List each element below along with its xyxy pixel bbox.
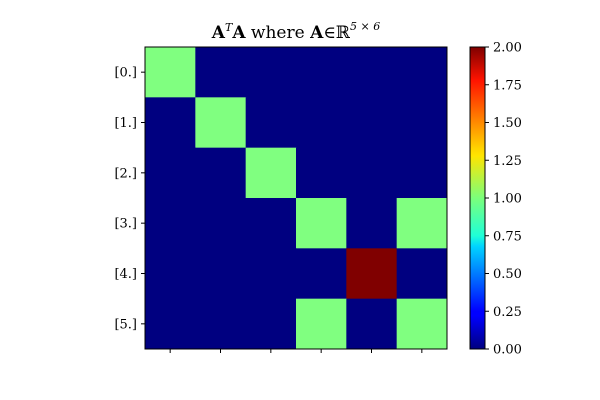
heatmap-cell-2-4 — [346, 147, 398, 199]
chart-title: ATA where A∈ℝ5 × 6 — [211, 20, 380, 43]
y-tick-label-5: [5.] — [114, 317, 137, 332]
y-axis-ticks: [0.] [1.] [2.] [3.] [4.] [5.] — [114, 66, 145, 332]
heatmap-cell-0-0 — [145, 47, 196, 98]
colorbar-tick-label-4: 1.00 — [493, 192, 522, 207]
heatmap-cell-4-0 — [145, 248, 196, 300]
heatmap — [145, 47, 448, 350]
heatmap-cell-4-5 — [396, 248, 448, 300]
heatmap-frame — [144, 46, 448, 350]
y-tick-label-1: [1.] — [114, 116, 137, 131]
colorbar-tick-label-7: 1.75 — [493, 78, 522, 93]
heatmap-cell-2-0 — [145, 147, 196, 199]
heatmap-cell-1-4 — [346, 97, 398, 149]
heatmap-cell-1-1 — [195, 97, 247, 149]
heatmap-cell-2-3 — [296, 147, 347, 199]
title-element-of: ∈ — [323, 23, 336, 43]
heatmap-cell-4-3 — [296, 248, 347, 300]
title-where: where — [246, 23, 311, 43]
heatmap-cell-2-5 — [396, 147, 448, 199]
heatmap-cell-3-3 — [296, 198, 347, 249]
colorbar-tick-label-3: 0.75 — [493, 229, 522, 244]
heatmap-cell-0-3 — [296, 47, 347, 98]
heatmap-cell-4-1 — [195, 248, 247, 300]
colorbar-tick-label-1: 0.25 — [493, 305, 522, 320]
heatmap-cell-3-1 — [195, 198, 247, 249]
colorbar-tick-label-8: 2.00 — [493, 41, 522, 56]
title-dims-sup: 5 × 6 — [350, 20, 380, 33]
heatmap-cell-0-4 — [346, 47, 398, 98]
heatmap-cell-4-2 — [245, 248, 297, 300]
heatmap-cell-3-4 — [346, 198, 398, 249]
heatmap-cell-0-2 — [245, 47, 297, 98]
title-matrix-a: A — [211, 23, 226, 43]
heatmap-cell-3-2 — [245, 198, 297, 249]
title-matrix-a-2: A — [231, 23, 246, 43]
colorbar-tick-label-2: 0.50 — [493, 267, 522, 282]
colorbar — [469, 46, 486, 350]
heatmap-cell-2-2 — [245, 147, 297, 199]
heatmap-cell-5-0 — [145, 298, 196, 350]
y-tick-label-3: [3.] — [114, 217, 137, 232]
heatmap-cell-3-0 — [145, 198, 196, 249]
heatmap-cell-5-3 — [296, 298, 347, 350]
heatmap-cell-5-1 — [195, 298, 247, 350]
title-transpose-sup: T — [225, 21, 234, 34]
x-axis-ticks — [169, 349, 423, 353]
heatmap-cell-5-4 — [346, 298, 398, 350]
colorbar-ticks: 0.00 0.25 0.50 0.75 1.00 1.25 1.50 1.75 2.00 — [485, 41, 522, 358]
colorbar-tick-label-5: 1.25 — [493, 154, 522, 169]
heatmap-cell-2-1 — [195, 147, 247, 199]
colorbar-tick-label-6: 1.50 — [493, 116, 522, 131]
heatmap-cell-1-0 — [145, 97, 196, 149]
y-tick-label-2: [2.] — [114, 166, 137, 181]
y-tick-label-0: [0.] — [114, 66, 137, 81]
heatmap-cell-3-5 — [396, 198, 448, 249]
title-matrix-a-3: A — [309, 23, 324, 43]
heatmap-cell-0-5 — [396, 47, 448, 98]
heatmap-cell-0-1 — [195, 47, 247, 98]
heatmap-cell-1-3 — [296, 97, 347, 149]
heatmap-cell-4-4 — [346, 248, 398, 300]
heatmap-cell-1-2 — [245, 97, 297, 149]
colorbar-tick-label-0: 0.00 — [493, 343, 522, 358]
heatmap-cell-5-5 — [396, 298, 448, 350]
heatmap-cell-5-2 — [245, 298, 297, 350]
heatmap-cell-1-5 — [396, 97, 448, 149]
title-real-set: ℝ — [336, 23, 351, 43]
y-tick-label-4: [4.] — [114, 267, 137, 282]
